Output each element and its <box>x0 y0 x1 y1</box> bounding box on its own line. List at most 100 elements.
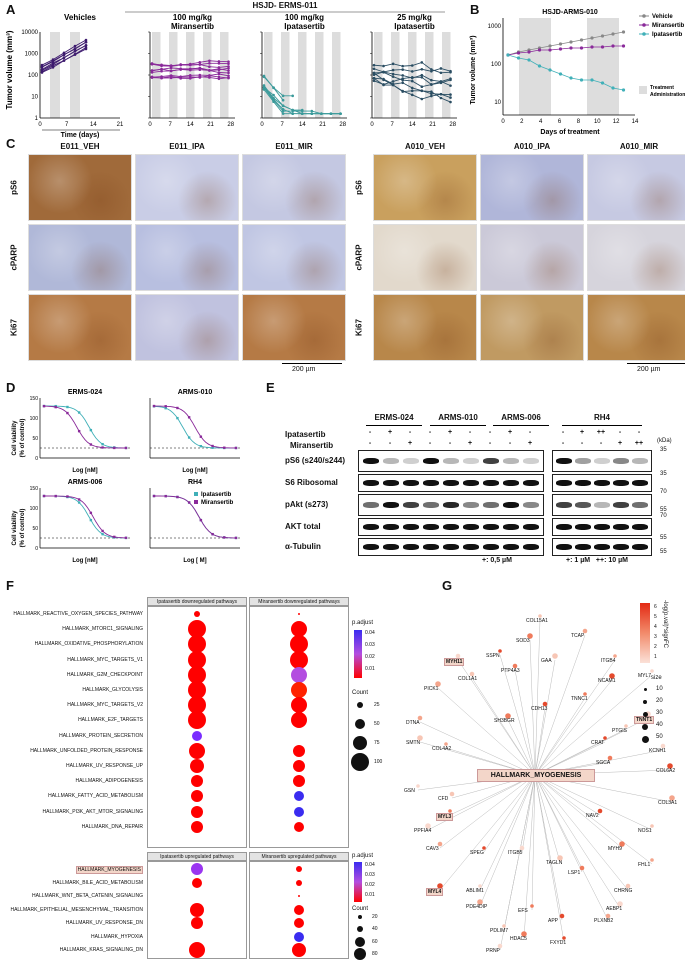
b-series-point <box>611 86 615 90</box>
wb-band <box>613 544 629 550</box>
wb-lane-sign: + <box>579 429 585 436</box>
d-point <box>199 435 203 438</box>
f-pathway-label: HALLMARK_KRAS_SIGNALING_DN <box>59 947 143 953</box>
g-size-tick: 20 <box>656 698 663 704</box>
wb-lane-sign: - <box>618 429 622 436</box>
a-ytick: 100 <box>28 73 39 79</box>
d-point <box>124 446 128 450</box>
g-gene-label: CDH13 <box>531 706 548 712</box>
a-tumor-point <box>198 73 202 77</box>
g-size-dot <box>642 712 648 717</box>
wb-lane-sign: - <box>561 440 565 447</box>
d-point <box>77 411 81 414</box>
g-gene-label: PICK1 <box>424 686 439 692</box>
a-tumor-point <box>208 76 211 79</box>
b-series-point <box>558 47 563 51</box>
ihc-row-label: Ki67 <box>9 318 19 336</box>
a-group-subtitle: Ipatasertib <box>394 22 435 31</box>
a-tumor-point <box>227 66 230 70</box>
a-tumor-point <box>40 63 44 67</box>
wb-band <box>403 458 419 464</box>
f-colorbar-tick: 0.03 <box>365 642 375 648</box>
panel-label-e: E <box>266 380 275 395</box>
b-series-point <box>548 48 552 52</box>
a-tumor-point <box>73 47 77 50</box>
f-header: Miransertib downregulated pathways <box>249 597 349 606</box>
b-series-line <box>507 45 624 56</box>
a-xtick: 21 <box>429 122 436 128</box>
d-point <box>66 411 69 415</box>
a-xtick: 7 <box>391 122 395 128</box>
panel-a-chart: Tumor volume (mm³)Vehicles10000100010010… <box>5 11 457 139</box>
a-tumor-point <box>62 56 66 60</box>
f-dot <box>294 904 304 915</box>
f-dot <box>291 712 307 729</box>
g-gene-label: TNNT1 <box>634 716 655 724</box>
a-tumor-point <box>227 69 230 72</box>
panel-g-network <box>416 614 675 951</box>
wb-row-label: pS6 (s240/s244) <box>285 456 346 465</box>
wb-kda-tick: 70 <box>660 489 667 495</box>
wb-band <box>363 502 379 508</box>
b-legend-item: Miransertib <box>652 23 685 29</box>
d-xlabel: Log [nM] <box>72 558 97 564</box>
d-point <box>42 404 46 408</box>
b-series-point <box>600 34 605 38</box>
wb-band <box>463 544 479 550</box>
b-xtick: 12 <box>613 119 620 125</box>
a-tumor-point <box>217 75 221 79</box>
d-subplot-title: ERMS-024 <box>68 389 102 396</box>
a-tumor-point <box>227 62 230 66</box>
b-series-point <box>579 78 584 82</box>
scale-label-left: 200 µm <box>292 366 316 373</box>
a-tumor-point <box>420 85 424 88</box>
a-tumor-point <box>227 71 230 75</box>
wb-band <box>403 480 419 486</box>
a-tumor-point <box>430 83 433 86</box>
wb-band <box>443 480 459 486</box>
f-count-dot <box>357 926 363 932</box>
a-xtick: 14 <box>187 122 194 128</box>
d-ytick: 150 <box>30 396 39 402</box>
wb-band <box>613 458 629 464</box>
d-point <box>54 405 57 409</box>
a-tumor-point <box>51 61 55 65</box>
b-xtick: 10 <box>594 119 601 125</box>
ihc-col-label: E011_IPA <box>169 142 205 151</box>
a-tumor-point <box>449 84 452 87</box>
wb-cell-line: ARMS-006 <box>501 413 541 422</box>
a-tumor-point <box>291 112 294 115</box>
g-gene-node <box>613 654 617 658</box>
panel-label-b: B <box>470 2 480 17</box>
g-gene-label: PTGIS <box>612 728 628 734</box>
g-gene-node <box>542 701 548 707</box>
d-point <box>223 446 226 449</box>
f-dot <box>190 759 204 773</box>
g-gene-node <box>437 883 443 889</box>
f-count-dot <box>358 915 362 919</box>
g-gene-node <box>650 669 654 673</box>
g-gene-node <box>619 841 625 847</box>
f-dot <box>188 620 206 639</box>
d-point <box>101 446 104 449</box>
ihc-image <box>587 224 685 291</box>
a-tumor-point <box>300 112 304 115</box>
d-point <box>101 529 104 533</box>
g-colorbar-tick: 4 <box>654 624 657 630</box>
a-treatment-bar <box>169 32 178 118</box>
a-tumor-point <box>217 72 221 76</box>
d-point <box>211 446 214 449</box>
wb-band <box>363 544 379 550</box>
f-pathway-label: HALLMARK_PI3K_AKT_MTOR_SIGNALING <box>42 808 144 815</box>
a-tumor-point <box>372 71 376 75</box>
wb-blot <box>552 450 652 472</box>
wb-blot <box>358 450 544 472</box>
g-gene-label: AEBP1 <box>606 906 623 912</box>
d-point <box>101 442 104 446</box>
g-gene-node <box>583 692 587 696</box>
f-colorbar-tick: 0.01 <box>365 666 375 672</box>
wb-footnote: +: 0,5 µM <box>482 557 512 564</box>
wb-kda-tick: 70 <box>660 513 667 519</box>
b-series-point <box>590 36 594 40</box>
d-point <box>234 536 238 540</box>
